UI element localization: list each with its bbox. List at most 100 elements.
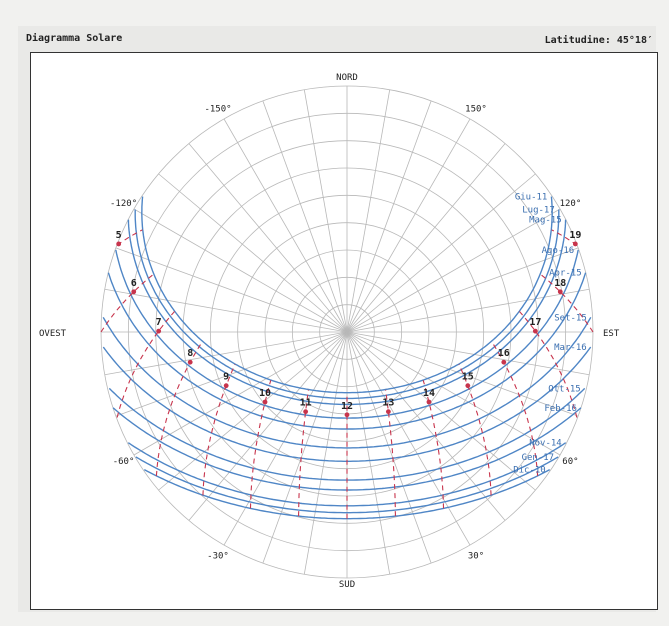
hour-line — [100, 273, 154, 333]
chart-labels: 5 6 7 8 9 10 11 12 13 14 15 16 17 18 19 Giu-11 Lug-17Mag… — [39, 73, 620, 590]
hour-marker — [262, 399, 268, 405]
azimuth-line — [346, 143, 506, 333]
sun-path-curve — [102, 316, 592, 449]
hour-label: 15 — [462, 372, 474, 383]
hour-marker — [187, 359, 193, 365]
date-label: Set-15 — [554, 313, 587, 323]
hour-label: 5 — [116, 230, 122, 241]
azimuth-line — [158, 331, 348, 491]
sun-path-curve — [107, 272, 587, 430]
azimuth-line — [188, 331, 348, 521]
hour-label: 18 — [554, 278, 566, 289]
hour-label: 9 — [223, 372, 229, 383]
hour-label: 8 — [187, 348, 193, 359]
azimuth-line — [104, 288, 348, 333]
hour-label: 19 — [569, 230, 581, 241]
azimuth-line — [346, 331, 391, 575]
hour-marker — [572, 241, 578, 247]
date-label: Apr-15 — [549, 269, 582, 279]
latitude-label: Latitudine: 45°18′ — [544, 35, 653, 46]
azimuth-label: 60° — [562, 457, 578, 467]
hour-line — [385, 389, 396, 517]
date-label: Gen-17 — [522, 453, 555, 463]
direction-east: EST — [603, 329, 620, 339]
azimuth-line — [346, 118, 471, 333]
date-label: Feb-16 — [544, 404, 577, 414]
hour-marker — [116, 241, 122, 247]
hour-label: 13 — [382, 398, 394, 409]
hour-marker — [303, 409, 309, 415]
azimuth-label: -30° — [207, 551, 229, 561]
azimuth-line — [223, 331, 348, 546]
hour-marker — [131, 289, 137, 295]
sun-path-curve — [135, 456, 559, 514]
azimuth-label: -60° — [113, 457, 135, 467]
azimuth-line — [104, 331, 348, 376]
direction-north: NORD — [336, 73, 358, 83]
sun-path-curve — [127, 219, 567, 406]
azimuth-line — [133, 208, 348, 333]
azimuth-line — [158, 173, 348, 333]
hour-marker — [501, 359, 507, 365]
azimuth-line — [346, 331, 506, 521]
date-label: Nov-14 — [529, 439, 562, 449]
hour-marker — [156, 328, 162, 334]
azimuth-label: -150° — [204, 105, 231, 115]
hour-line — [116, 311, 175, 418]
hour-label: 12 — [341, 401, 353, 412]
hour-label: 11 — [300, 398, 312, 409]
azimuth-line — [346, 331, 432, 564]
direction-west: OVEST — [39, 329, 67, 339]
hour-label: 7 — [156, 317, 162, 328]
hour-marker — [344, 412, 350, 418]
plot-area: 5 6 7 8 9 10 11 12 13 14 15 16 17 18 19 Giu-11 Lug-17 Mag… — [30, 52, 658, 610]
polar-grid — [100, 85, 594, 579]
azimuth-label: 30° — [468, 551, 484, 561]
hour-marker — [223, 383, 229, 389]
azimuth-line — [346, 331, 579, 417]
date-label: Ago-16 — [542, 246, 575, 256]
azimuth-line — [346, 288, 590, 333]
date-label: Dic-10 — [513, 466, 546, 476]
hour-marker — [465, 383, 471, 389]
hour-marker — [532, 328, 538, 334]
hour-lines — [100, 229, 594, 519]
azimuth-label: -120° — [110, 199, 137, 209]
hour-marker — [385, 409, 391, 415]
azimuth-line — [346, 173, 536, 333]
direction-south: SUD — [339, 580, 355, 590]
azimuth-line — [346, 89, 391, 333]
hour-line — [540, 273, 594, 333]
azimuth-line — [346, 247, 579, 333]
azimuth-line — [223, 118, 348, 333]
date-label: Lug-17 — [522, 206, 555, 216]
azimuth-line — [303, 331, 348, 575]
azimuth-line — [346, 208, 561, 333]
sun-path-curve — [141, 196, 553, 394]
hour-label: 10 — [259, 388, 271, 399]
azimuth-line — [303, 89, 348, 333]
hour-label: 17 — [529, 317, 541, 328]
hour-marker — [557, 289, 563, 295]
date-label: Giu-11 — [515, 193, 548, 203]
azimuth-line — [115, 247, 348, 333]
date-label: Ott-15 — [548, 384, 581, 394]
azimuth-line — [115, 331, 348, 417]
hour-line — [519, 311, 578, 418]
azimuth-line — [188, 143, 348, 333]
hour-label: 16 — [498, 348, 510, 359]
date-label: Mar-16 — [554, 343, 587, 353]
azimuth-line — [262, 100, 348, 333]
sun-path-diagram: 5 6 7 8 9 10 11 12 13 14 15 16 17 18 19 Giu-11 Lug-17Mag… — [39, 73, 620, 590]
azimuth-line — [262, 331, 348, 564]
chart-title: Diagramma Solare — [26, 33, 123, 44]
azimuth-line — [346, 331, 471, 546]
hour-label: 14 — [423, 388, 435, 399]
azimuth-line — [346, 331, 590, 376]
azimuth-label: 150° — [465, 105, 487, 115]
azimuth-label: 120° — [560, 199, 582, 209]
hour-marker — [426, 399, 432, 405]
azimuth-line — [346, 100, 432, 333]
hour-line — [298, 389, 309, 517]
azimuth-line — [346, 331, 536, 491]
